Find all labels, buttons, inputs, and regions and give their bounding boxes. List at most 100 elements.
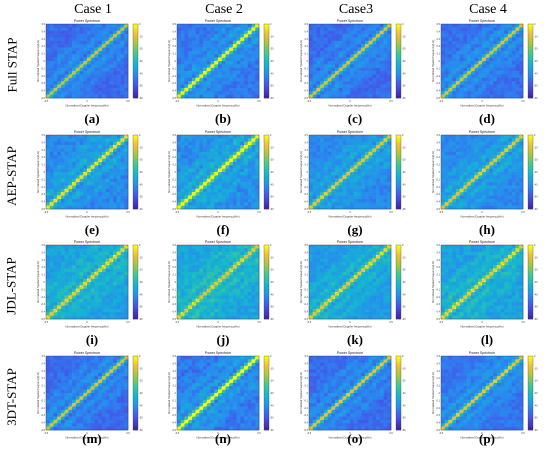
heatmap-cell <box>210 185 215 190</box>
heatmap-cell <box>485 178 490 183</box>
heatmap-cell <box>478 77 483 82</box>
heatmap-cell <box>346 138 351 143</box>
heatmap-cell <box>60 155 65 159</box>
heatmap-cell <box>376 202 381 206</box>
heatmap-cell <box>463 202 468 206</box>
heatmap-cell <box>372 24 377 28</box>
heatmap-cell <box>504 175 509 180</box>
heatmap-cell <box>72 268 77 273</box>
heatmap-cell <box>87 288 92 293</box>
heatmap-cell <box>353 84 358 89</box>
heatmap-cell <box>90 67 95 72</box>
heatmap-cell <box>500 91 505 95</box>
heatmap-cell <box>64 288 69 293</box>
heatmap-cell <box>467 64 472 69</box>
heatmap-cell <box>116 298 121 303</box>
y-axis-label: Normalized Spatial frequency(Hz) <box>36 40 40 82</box>
heatmap-cell <box>323 50 328 55</box>
y-tick-label: -0.2 <box>304 186 309 189</box>
heatmap-cell <box>327 24 332 28</box>
heatmap-cell <box>124 255 129 259</box>
heatmap-cell <box>482 135 487 139</box>
heatmap-cell <box>316 44 321 48</box>
heatmap-cell <box>72 44 77 48</box>
heatmap-cell <box>68 57 73 62</box>
heatmap-cell <box>184 288 189 293</box>
heatmap-cell <box>46 202 51 206</box>
heatmap-cell <box>500 155 505 159</box>
heatmap-cell <box>511 24 516 28</box>
heatmap-cell <box>79 261 84 266</box>
heatmap-cell <box>221 192 226 196</box>
heatmap-cell <box>113 278 118 283</box>
heatmap-cell <box>478 71 483 75</box>
heatmap-cell <box>383 40 388 45</box>
heatmap-cell <box>64 192 69 196</box>
heatmap-cell <box>206 27 211 32</box>
heatmap-cell <box>493 84 498 89</box>
heatmap-cell <box>452 50 457 55</box>
heatmap-cell <box>244 172 249 176</box>
heatmap-cell <box>229 24 234 28</box>
heatmap-cell <box>361 192 366 196</box>
heatmap-cell <box>180 245 185 249</box>
heatmap-cell <box>459 168 464 173</box>
heatmap-cell <box>387 84 392 89</box>
y-tick-label: 0 <box>439 60 441 63</box>
heatmap-cell <box>232 172 237 176</box>
heatmap-cell <box>184 278 189 283</box>
colorbar-tick-label: -30 <box>139 171 143 174</box>
heatmap-cell <box>94 158 99 163</box>
colorbar-tick-label: -10 <box>270 35 274 38</box>
heatmap-cell <box>90 71 95 75</box>
heatmap-cell <box>101 185 106 190</box>
heatmap-cell <box>463 155 468 159</box>
heatmap-cell <box>232 34 237 38</box>
heatmap-cell <box>368 172 373 176</box>
heatmap-cell <box>75 50 80 55</box>
heatmap-cell <box>214 192 219 196</box>
heatmap-cell <box>361 185 366 190</box>
heatmap-cell <box>113 265 118 269</box>
heatmap-cell <box>508 158 513 163</box>
heatmap-cell <box>383 195 388 200</box>
heatmap-cell <box>338 205 343 210</box>
heatmap-cell <box>49 145 54 149</box>
colorbar-segment <box>133 159 138 163</box>
heatmap-cell <box>180 77 185 82</box>
heatmap-cell <box>320 47 325 52</box>
heatmap-cell <box>474 67 479 72</box>
heatmap-cell <box>327 81 332 85</box>
heatmap-cell <box>342 155 347 159</box>
heatmap-cell <box>489 91 494 95</box>
heatmap-cell <box>60 61 65 65</box>
heatmap-cell <box>342 67 347 72</box>
heatmap-cell <box>79 282 84 286</box>
heatmap-cell <box>504 165 509 169</box>
colorbar-segment <box>528 206 533 210</box>
heatmap-cell <box>46 188 51 193</box>
heatmap-cell <box>459 165 464 169</box>
heatmap-cell <box>323 40 328 45</box>
heatmap-cell <box>361 138 366 143</box>
heatmap-cell <box>83 161 88 166</box>
heatmap-cell <box>485 71 490 75</box>
heatmap-cell <box>101 135 106 139</box>
heatmap-cell <box>236 145 241 149</box>
heatmap-cell <box>79 141 84 146</box>
heatmap-cell <box>49 77 54 82</box>
heatmap-cell <box>210 135 215 139</box>
heatmap-cell <box>455 87 460 92</box>
heatmap-cell <box>470 61 475 65</box>
heatmap-cell <box>236 77 241 82</box>
heatmap-cell <box>124 81 129 85</box>
heatmap-cell <box>46 271 51 276</box>
heatmap-cell <box>184 265 189 269</box>
heatmap-cell <box>379 148 384 153</box>
row-header: JDL-STAP <box>0 236 24 336</box>
colorbar-tick-label: -50 <box>270 85 274 88</box>
x-tick-label: -0.5 <box>175 100 180 103</box>
heatmap-cell <box>68 172 73 176</box>
heatmap-cell <box>519 50 524 55</box>
heatmap-cell <box>113 44 118 48</box>
